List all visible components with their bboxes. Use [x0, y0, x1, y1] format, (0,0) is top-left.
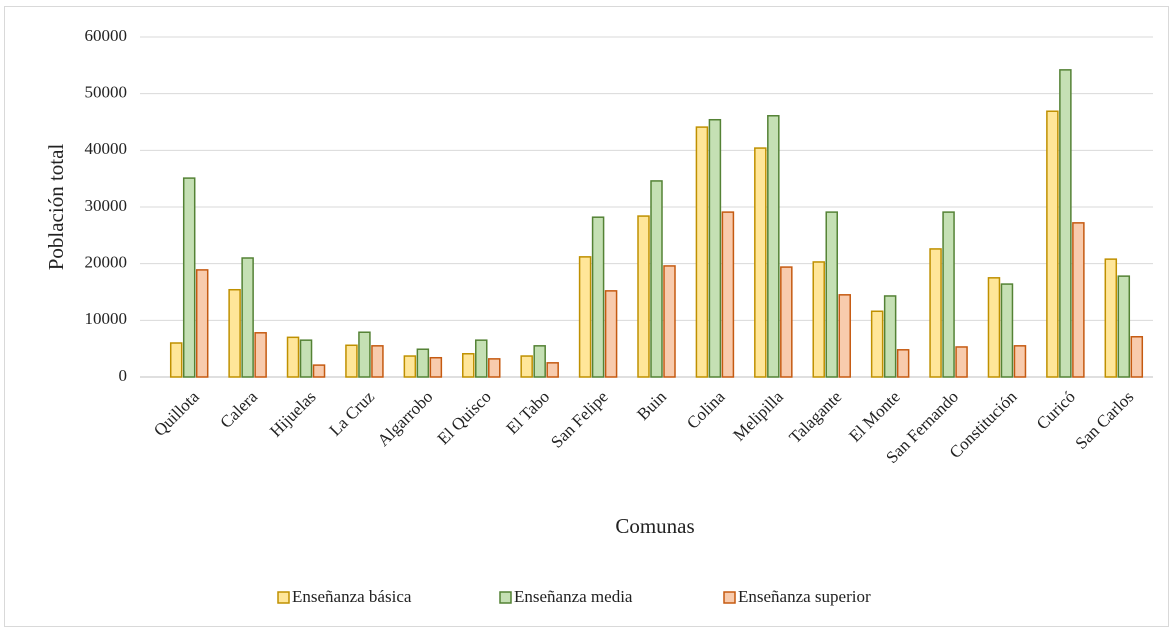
- bar: [254, 332, 267, 378]
- bar: [942, 211, 955, 378]
- bar: [429, 356, 443, 378]
- bar: [299, 339, 313, 378]
- bar: [825, 211, 838, 378]
- y-tick-label: 10000: [85, 309, 128, 328]
- legend-label: Enseñanza básica: [292, 587, 412, 606]
- bar: [241, 257, 254, 378]
- bar: [650, 180, 663, 378]
- legend-swatch: [723, 591, 736, 604]
- bar: [929, 248, 942, 378]
- bar: [767, 115, 780, 378]
- bar: [546, 362, 559, 378]
- bar: [1072, 222, 1085, 378]
- bar: [1059, 69, 1072, 378]
- bar: [1000, 283, 1014, 378]
- bar: [228, 288, 241, 378]
- legend-swatch: [277, 591, 290, 604]
- y-axis-label: Población total: [44, 144, 68, 271]
- bar: [488, 358, 501, 378]
- bar: [1117, 275, 1131, 378]
- bar: [195, 269, 209, 378]
- bar: [780, 266, 793, 378]
- legend-swatch: [499, 591, 512, 604]
- bar: [987, 277, 1001, 378]
- bar: [663, 265, 676, 378]
- bar: [533, 345, 546, 378]
- bar: [754, 147, 767, 378]
- bar: [169, 342, 183, 378]
- bar: [312, 364, 326, 378]
- bar: [462, 353, 475, 378]
- y-tick-label: 30000: [85, 196, 128, 215]
- bar: [1130, 336, 1144, 378]
- legend-label: Enseñanza superior: [738, 587, 871, 606]
- bar: [812, 261, 825, 378]
- bar: [1046, 110, 1059, 378]
- bar: [838, 294, 851, 378]
- bar: [416, 348, 430, 378]
- y-tick-label: 0: [119, 366, 128, 385]
- legend-label: Enseñanza media: [514, 587, 633, 606]
- bar: [358, 331, 371, 378]
- bar: [345, 344, 358, 378]
- bar: [371, 345, 384, 378]
- bar: [708, 118, 722, 378]
- bar: [1013, 345, 1027, 378]
- x-axis-label: Comunas: [615, 514, 694, 538]
- bar: [721, 211, 735, 378]
- bar: [637, 215, 650, 378]
- bar: [870, 310, 884, 378]
- bar: [403, 355, 417, 378]
- y-tick-label: 50000: [85, 83, 128, 102]
- bar: [695, 126, 709, 378]
- bar: [896, 349, 910, 378]
- bar: [955, 346, 968, 378]
- y-tick-label: 60000: [85, 26, 128, 45]
- bar: [883, 295, 897, 378]
- bar: [286, 336, 300, 378]
- bar: [182, 177, 196, 378]
- y-tick-label: 40000: [85, 139, 128, 158]
- bar: [520, 355, 533, 378]
- bar: [591, 216, 605, 378]
- y-tick-label: 20000: [85, 253, 128, 272]
- bar: [475, 339, 488, 378]
- bar: [1104, 258, 1118, 378]
- bar: [604, 290, 618, 378]
- bar: [578, 256, 592, 378]
